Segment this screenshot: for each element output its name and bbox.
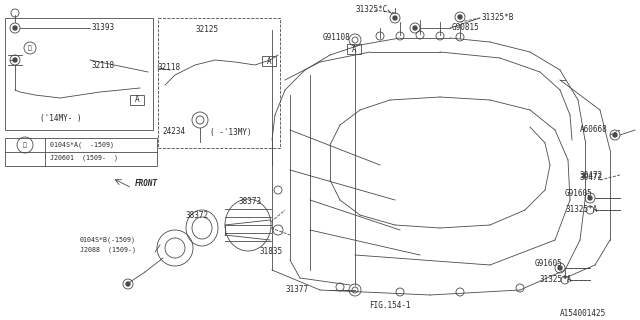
Text: ①: ① [23, 142, 27, 148]
Text: 31325*A: 31325*A [565, 205, 597, 214]
Text: 31835: 31835 [260, 247, 283, 257]
Circle shape [126, 282, 130, 286]
Text: G91108: G91108 [323, 33, 351, 42]
Text: 31393: 31393 [92, 23, 115, 33]
Text: 32125: 32125 [195, 26, 218, 35]
Text: J2088  (1509-): J2088 (1509-) [80, 247, 136, 253]
Circle shape [458, 15, 462, 19]
Text: A: A [134, 95, 140, 105]
Circle shape [558, 266, 562, 270]
Text: 38373: 38373 [239, 197, 262, 206]
Text: FIG.154-1: FIG.154-1 [369, 300, 411, 309]
Circle shape [588, 196, 592, 200]
Bar [347, 44, 361, 54]
Text: ( -'13MY): ( -'13MY) [210, 127, 252, 137]
Text: 31325*B: 31325*B [482, 13, 515, 22]
Text: G91605: G91605 [535, 259, 563, 268]
Bar [5, 138, 157, 166]
Circle shape [13, 58, 17, 62]
Text: 0104S*A(  -1509): 0104S*A( -1509) [50, 142, 114, 148]
Text: 32118: 32118 [158, 63, 181, 73]
Text: G90815: G90815 [452, 23, 480, 33]
Text: FRONT: FRONT [135, 179, 158, 188]
Bar [130, 95, 144, 105]
Text: 31325*A: 31325*A [540, 276, 572, 284]
Text: ①: ① [28, 45, 32, 51]
Text: ('14MY- ): ('14MY- ) [40, 114, 82, 123]
Text: 38372: 38372 [185, 211, 208, 220]
Text: A60668: A60668 [580, 125, 608, 134]
Text: 0104S*B(-1509): 0104S*B(-1509) [80, 237, 136, 243]
Text: J20601  (1509-  ): J20601 (1509- ) [50, 155, 118, 161]
Text: 30472: 30472 [580, 171, 603, 180]
Circle shape [393, 16, 397, 20]
Bar [262, 56, 276, 66]
Bar [158, 18, 280, 148]
Text: G91605: G91605 [565, 188, 593, 197]
Text: 32118: 32118 [92, 60, 115, 69]
Circle shape [13, 26, 17, 30]
Circle shape [613, 133, 617, 137]
Bar [5, 18, 153, 130]
Text: 30472: 30472 [580, 173, 603, 182]
Text: 31377: 31377 [285, 285, 308, 294]
Text: 31325*C: 31325*C [355, 5, 387, 14]
Text: 24234: 24234 [162, 127, 185, 137]
Text: A: A [267, 57, 271, 66]
Circle shape [413, 26, 417, 30]
Text: A154001425: A154001425 [560, 309, 606, 318]
Text: A: A [352, 44, 356, 53]
